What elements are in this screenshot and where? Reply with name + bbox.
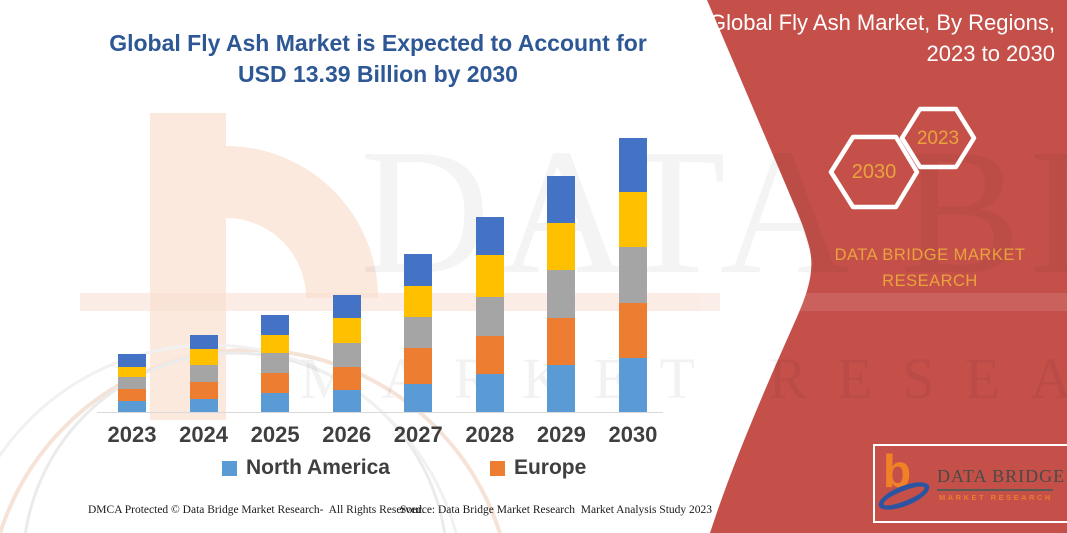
- brand-caption: DATA BRIDGE MARKET RESEARCH: [834, 246, 1026, 290]
- bar-2023: 2023: [108, 354, 156, 447]
- bar-segment: [118, 377, 146, 389]
- x-axis-line: [97, 412, 663, 413]
- bar-segment: [404, 348, 433, 384]
- banner-title: Global Fly Ash Market, By Regions, 2023 …: [708, 10, 1055, 66]
- bar-segment: [189, 365, 218, 382]
- chart-legend: North America Europe: [222, 456, 586, 480]
- logo-tagline: MARKET RESEARCH: [939, 493, 1053, 502]
- x-axis-label: 2025: [250, 422, 300, 447]
- bar-segment: [332, 295, 361, 318]
- bar-segment: [118, 367, 146, 377]
- bar-segment: [547, 318, 576, 365]
- hexagon-2030: [828, 134, 920, 210]
- bar-segment: [404, 317, 433, 348]
- bar-2026: 2026: [322, 295, 371, 447]
- logo-b-icon: b: [883, 445, 912, 497]
- legend-label: Europe: [513, 456, 587, 479]
- bar-segment: [118, 354, 146, 367]
- x-axis-label: 2026: [322, 422, 372, 447]
- bar-segment: [332, 390, 361, 413]
- bar-segment: [189, 335, 218, 349]
- bar-segment: [475, 297, 504, 336]
- bar-segment: [118, 401, 146, 413]
- bar-chart: 2023 2024 2025 2026 2027 2028 2029 2030: [108, 133, 657, 447]
- bar-segment: [618, 358, 647, 413]
- bar-segment: [475, 217, 504, 255]
- bar-segment: [618, 192, 647, 247]
- bar-2028: 2028: [465, 217, 514, 447]
- bar-segment: [547, 270, 576, 318]
- bar-segment: [332, 343, 361, 367]
- bar-segment: [404, 384, 433, 413]
- bar-segment: [475, 374, 504, 413]
- hexagon-2023-label: 2023: [916, 128, 960, 149]
- logo-box: b DATA BRIDGE MARKET RESEARCH: [873, 444, 1067, 523]
- x-axis-label: 2027: [393, 422, 443, 447]
- bar-segment: [475, 255, 504, 297]
- bar-2025: 2025: [251, 315, 300, 447]
- footer-source: Source: Data Bridge Market Research Mark…: [400, 504, 713, 516]
- bar-segment: [404, 286, 433, 317]
- x-axis-label: 2029: [536, 422, 586, 447]
- light-band: [700, 293, 1067, 311]
- bar-segment: [118, 389, 146, 401]
- logo-name: DATA BRIDGE: [937, 466, 1064, 491]
- bar-segment: [261, 373, 290, 393]
- bar-segment: [547, 365, 576, 413]
- bar-segment: [618, 247, 647, 303]
- hexagon-2030-label: 2030: [851, 161, 897, 183]
- x-axis-label: 2023: [107, 422, 157, 447]
- bar-segment: [189, 349, 218, 365]
- bar-segment: [332, 318, 361, 343]
- bar-segment: [618, 138, 647, 192]
- legend-item-europe: Europe: [489, 456, 587, 480]
- x-axis-label: 2024: [179, 422, 229, 447]
- x-axis-label: 2030: [608, 422, 658, 447]
- bar-segment: [547, 223, 576, 270]
- bar-2029: 2029: [537, 176, 586, 447]
- peach-b-watermark: [0, 113, 502, 533]
- bar-2024: 2024: [179, 335, 228, 447]
- bar-segment: [189, 399, 218, 413]
- chart-title: Global Fly Ash Market is Expected to Acc…: [109, 30, 647, 88]
- bar-segment: [618, 303, 647, 358]
- bar-segment: [189, 382, 218, 399]
- bar-segment: [261, 353, 290, 373]
- bar-segment: [261, 315, 290, 335]
- bar-segment: [261, 335, 290, 353]
- legend-swatch: [222, 460, 237, 476]
- legend-item-north-america: North America: [222, 456, 390, 480]
- bar-segment: [332, 367, 361, 390]
- footer-dmca: DMCA Protected © Data Bridge Market Rese…: [88, 504, 425, 516]
- legend-label: North America: [246, 456, 390, 479]
- bar-segment: [475, 336, 504, 374]
- bar-segment: [404, 254, 433, 286]
- bar-2030: 2030: [608, 138, 657, 447]
- hexagon-2023: [899, 106, 977, 170]
- bar-2027: 2027: [394, 254, 443, 447]
- bar-segment: [261, 393, 290, 413]
- red-panel: [707, 0, 1067, 533]
- x-axis-label: 2028: [465, 422, 515, 447]
- bar-segment: [547, 176, 576, 223]
- legend-swatch: [489, 460, 505, 476]
